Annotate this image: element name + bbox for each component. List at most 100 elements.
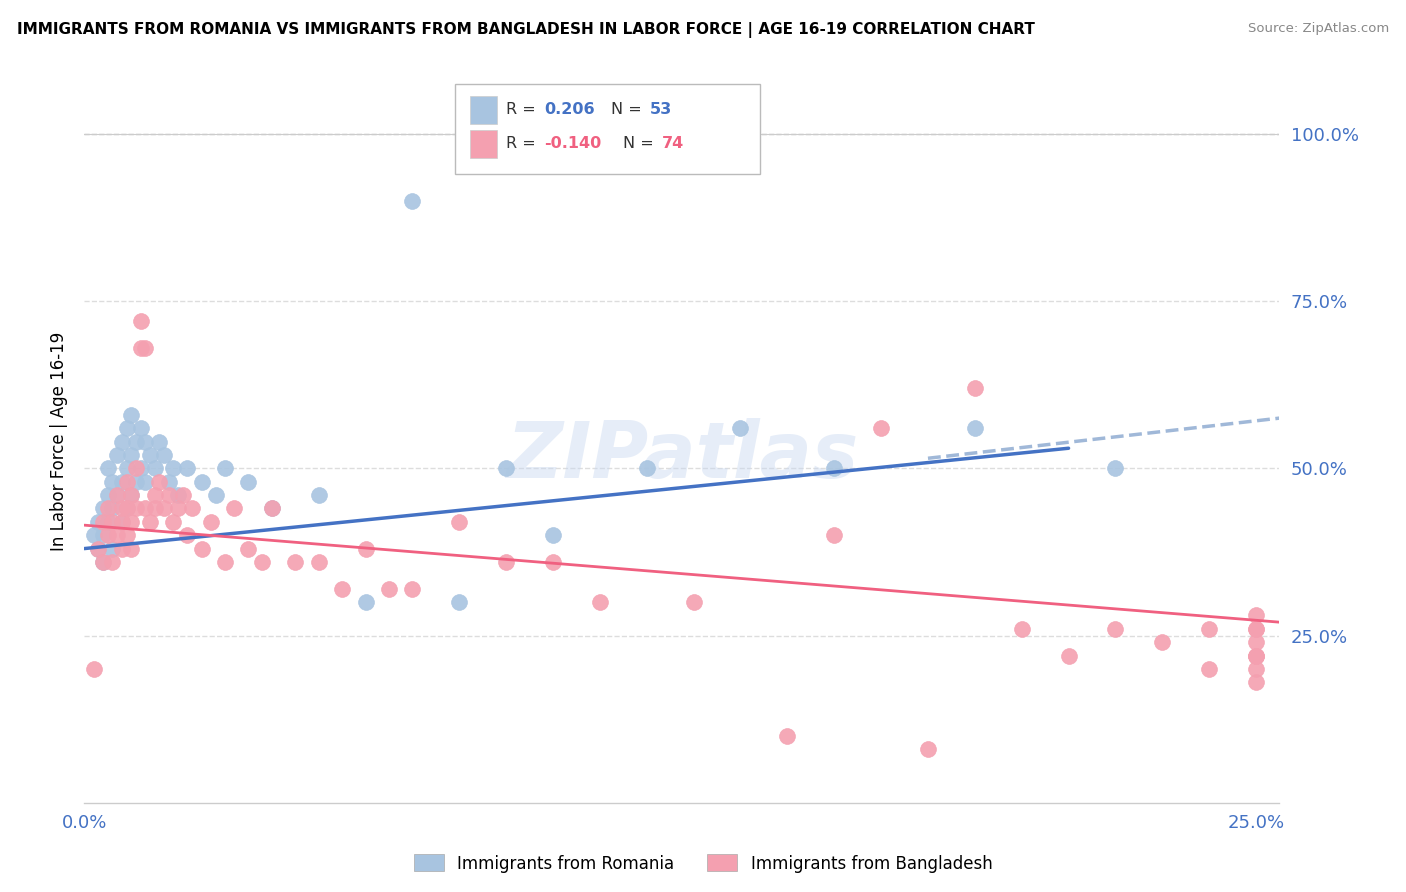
Point (157, 475, 180, 489)
Point (162, 461, 184, 475)
Point (129, 461, 152, 475)
Point (91, 528, 114, 542)
Point (105, 488, 128, 502)
Point (83, 528, 105, 542)
Point (776, 729, 799, 743)
Point (111, 475, 134, 489)
Point (87, 515, 110, 529)
Point (200, 515, 222, 529)
Point (1198, 622, 1220, 636)
Point (120, 515, 142, 529)
Point (308, 488, 330, 502)
Point (224, 501, 246, 516)
Point (105, 488, 128, 502)
Point (125, 434, 148, 449)
Point (120, 488, 142, 502)
Point (143, 488, 166, 502)
Point (111, 434, 134, 449)
Point (190, 541, 212, 556)
Text: 53: 53 (650, 103, 672, 118)
Point (97, 528, 120, 542)
Point (105, 448, 128, 462)
Point (139, 515, 162, 529)
Point (83, 662, 105, 676)
Point (105, 528, 128, 542)
Point (354, 541, 377, 556)
Point (125, 501, 148, 516)
Point (87, 541, 110, 556)
Point (157, 488, 180, 502)
Point (589, 595, 612, 609)
Point (167, 488, 190, 502)
Point (91, 555, 114, 569)
Point (917, 742, 939, 756)
Point (101, 555, 124, 569)
Point (148, 434, 170, 449)
Point (1244, 662, 1267, 676)
Text: -0.140: -0.140 (544, 136, 602, 152)
Point (1244, 622, 1267, 636)
Point (91, 515, 114, 529)
Point (204, 488, 226, 502)
Point (139, 448, 162, 462)
Point (1244, 608, 1267, 623)
Point (115, 421, 138, 435)
Y-axis label: In Labor Force | Age 16-19: In Labor Force | Age 16-19 (49, 332, 67, 551)
Point (129, 341, 152, 355)
Point (1244, 648, 1267, 663)
Point (143, 461, 166, 475)
Point (134, 434, 156, 449)
Text: N =: N = (623, 136, 659, 152)
Text: R =: R = (506, 103, 541, 118)
Point (134, 475, 156, 489)
Point (134, 341, 156, 355)
Point (101, 475, 124, 489)
Point (238, 475, 260, 489)
Point (111, 501, 134, 516)
Point (162, 515, 184, 529)
Point (101, 501, 124, 516)
Point (1057, 648, 1080, 663)
Point (91, 501, 114, 516)
Point (1011, 622, 1033, 636)
Point (101, 515, 124, 529)
Point (167, 501, 190, 516)
Point (172, 488, 194, 502)
FancyBboxPatch shape (471, 130, 496, 158)
Point (120, 541, 142, 556)
Point (449, 515, 471, 529)
Text: 74: 74 (662, 136, 683, 152)
Point (308, 555, 330, 569)
Text: N =: N = (612, 103, 647, 118)
Point (963, 421, 986, 435)
Point (125, 461, 148, 475)
Point (97, 515, 120, 529)
Point (238, 541, 260, 556)
Point (1244, 635, 1267, 649)
Point (682, 595, 704, 609)
Point (101, 541, 124, 556)
Point (378, 582, 401, 596)
Point (115, 501, 138, 516)
Point (260, 501, 283, 516)
Point (1198, 662, 1220, 676)
Text: Source: ZipAtlas.com: Source: ZipAtlas.com (1249, 22, 1389, 36)
Point (1244, 648, 1267, 663)
Point (129, 421, 152, 435)
Point (153, 501, 176, 516)
Point (115, 461, 138, 475)
Text: IMMIGRANTS FROM ROMANIA VS IMMIGRANTS FROM BANGLADESH IN LABOR FORCE | AGE 16-19: IMMIGRANTS FROM ROMANIA VS IMMIGRANTS FR… (17, 22, 1035, 38)
Point (354, 595, 377, 609)
Point (87, 541, 110, 556)
Point (190, 475, 212, 489)
Point (1244, 622, 1267, 636)
Point (401, 582, 423, 596)
Point (541, 555, 564, 569)
Point (330, 582, 353, 596)
Point (111, 515, 134, 529)
Point (115, 475, 138, 489)
Point (134, 501, 156, 516)
Point (730, 421, 752, 435)
Point (115, 528, 138, 542)
Point (91, 555, 114, 569)
